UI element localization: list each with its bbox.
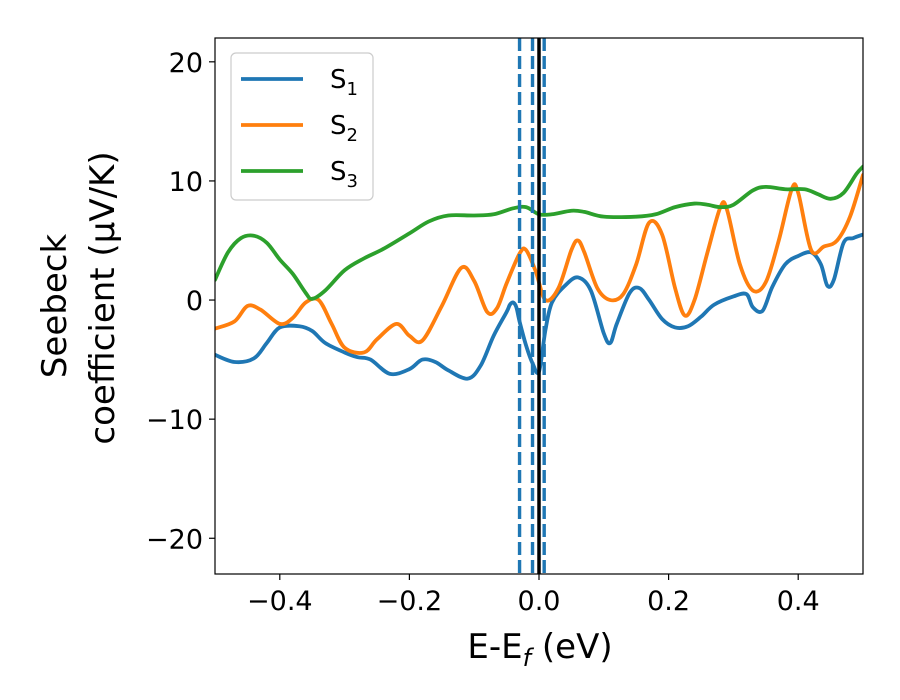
y-tick-label: −20 [146,524,203,555]
legend-label-s2: S2 [330,111,358,146]
x-tick-label: 0.2 [647,586,690,617]
series-line-s2 [215,173,863,355]
y-axis-ticks: −20 −10 0 10 20 [146,48,215,555]
legend: S1 S2 S3 [230,52,374,201]
y-tick-label: 10 [169,167,203,198]
x-axis-ticks: −0.4 −0.2 0.0 0.2 0.4 [247,574,820,617]
legend-label-s3: S3 [330,157,358,192]
x-tick-label: −0.2 [377,586,443,617]
y-tick-label: −10 [146,405,203,436]
x-tick-label: 0.4 [777,586,820,617]
reference-lines [517,38,546,574]
legend-label-s1: S1 [330,65,358,100]
y-axis-title: Seebeck coefficient (μV/K) [35,151,123,444]
y-tick-label: 20 [169,48,203,79]
y-tick-label: 0 [186,286,203,317]
y-axis-label-line2: coefficient (μV/K) [83,151,123,444]
y-axis-label-line1: Seebeck [35,234,75,379]
x-tick-label: 0.0 [518,586,561,617]
series-line-s1 [215,232,863,381]
x-axis-label: E-Ef (eV) [467,627,612,672]
x-axis-title: E-Ef (eV) [467,627,612,672]
x-tick-label: −0.4 [247,586,313,617]
